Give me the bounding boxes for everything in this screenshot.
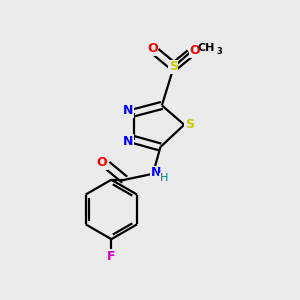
Text: O: O (96, 156, 107, 169)
Text: N: N (151, 167, 161, 179)
Text: H: H (160, 173, 169, 183)
Text: O: O (147, 42, 158, 55)
Text: S: S (185, 118, 194, 131)
Text: N: N (122, 135, 133, 148)
Text: O: O (189, 44, 200, 57)
Text: N: N (122, 104, 133, 117)
Text: F: F (107, 250, 116, 263)
Text: CH: CH (198, 43, 215, 53)
Text: S: S (169, 60, 178, 73)
Text: 3: 3 (216, 47, 222, 56)
